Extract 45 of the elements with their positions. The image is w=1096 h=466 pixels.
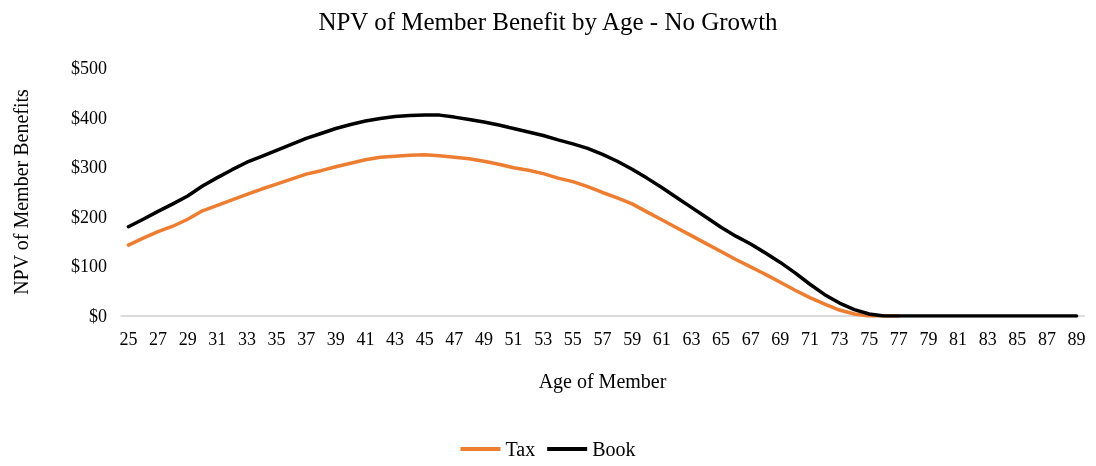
y-axis-title: NPV of Member Benefits [10,88,32,295]
x-tick-label: 27 [149,329,168,349]
x-tick-label: 53 [534,329,553,349]
x-axis-title: Age of Member [538,370,667,393]
legend-label: Book [592,438,636,460]
x-tick-label: 41 [356,329,375,349]
x-tick-label: 61 [652,329,671,349]
x-tick-label: 79 [919,329,938,349]
y-tick-label: $400 [71,107,107,128]
x-tick-label: 71 [800,329,819,349]
chart-title: NPV of Member Benefit by Age - No Growth [318,8,779,35]
x-tick-label: 45 [415,329,434,349]
x-tick-label: 59 [623,329,642,349]
x-tick-label: 81 [949,329,968,349]
x-tick-label: 33 [237,329,256,349]
x-tick-label: 83 [978,329,997,349]
legend-label: Tax [505,438,536,460]
x-tick-label: 51 [504,329,523,349]
y-tick-label: $0 [89,306,107,326]
y-tick-label: $200 [71,206,107,227]
x-tick-label: 57 [593,329,612,349]
x-tick-label: 89 [1067,329,1086,349]
x-tick-label: 35 [267,329,286,349]
x-tick-label: 77 [889,329,908,349]
x-tick-label: 49 [474,329,493,349]
x-tick-label: 37 [297,329,316,349]
y-tick-label: $100 [71,256,107,277]
x-tick-label: 47 [445,329,464,349]
x-tick-label: 63 [682,329,701,349]
line-series [126,113,1079,318]
x-tick-label: 85 [1008,329,1027,349]
x-tick-label: 39 [326,329,345,349]
x-tick-label: 31 [208,329,227,349]
x-tick-label: 75 [860,329,879,349]
y-tick-label: $500 [71,58,107,78]
x-tick-label: 55 [563,329,582,349]
x-tick-label: 69 [771,329,790,349]
x-tick-label: 43 [386,329,405,349]
x-tick-label: 87 [1037,329,1056,349]
x-tick-label: 73 [830,329,849,349]
x-tick-label: 25 [119,329,138,349]
x-tick-label: 67 [741,329,760,349]
x-tick-label: 65 [712,329,731,349]
y-tick-label: $300 [71,157,107,178]
x-tick-label: 29 [178,329,197,349]
